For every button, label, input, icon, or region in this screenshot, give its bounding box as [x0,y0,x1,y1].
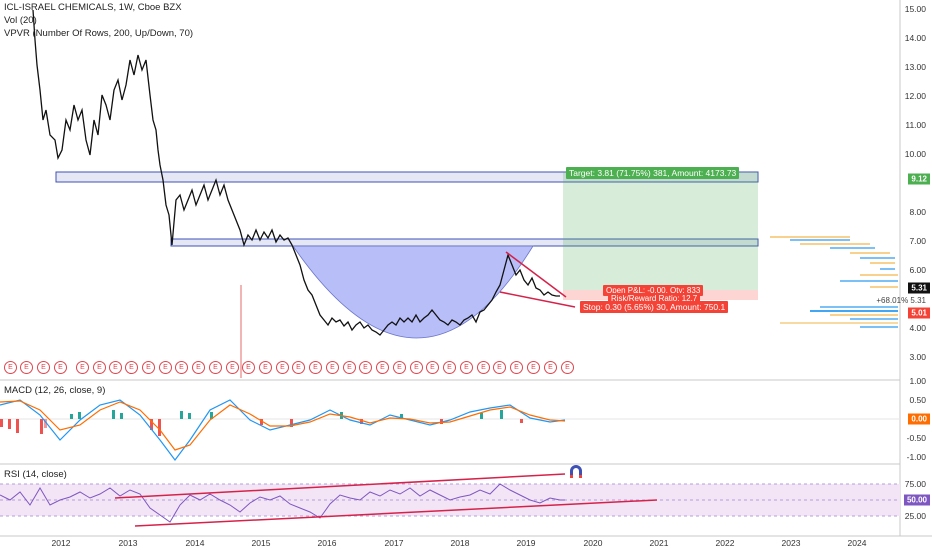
symbol-title[interactable]: ICL-ISRAEL CHEMICALS, 1W, Cboe BZX [4,2,182,13]
earnings-marker[interactable]: E [493,361,506,374]
time-tick: 2015 [251,538,271,548]
price-tick: 7.00 [909,236,926,246]
price-tick: 10.00 [904,149,926,159]
price-tick: 12.00 [904,91,926,101]
macd-indicator-label[interactable]: MACD (12, 26, close, 9) [4,385,106,396]
earnings-marker[interactable]: E [192,361,205,374]
rsi-tick: 75.00 [904,479,926,489]
earnings-marker[interactable]: E [544,361,557,374]
vpvr-indicator-label[interactable]: VPVR (Number Of Rows, 200, Up/Down, 70) [4,28,194,39]
time-tick: 2018 [450,538,470,548]
rsi-trendline-upper[interactable] [114,473,566,499]
earnings-marker[interactable]: E [410,361,423,374]
macd-signal-line [0,400,566,451]
earnings-marker[interactable]: E [209,361,222,374]
rsi-trendline-lower[interactable] [134,499,658,527]
target-price-badge: 9.12 [908,173,930,185]
time-tick: 2020 [583,538,603,548]
macd-tick: 1.00 [909,376,926,386]
price-tick: 13.00 [904,62,926,72]
magnet-icon[interactable] [567,465,585,483]
earnings-marker[interactable]: E [477,361,490,374]
earnings-marker[interactable]: E [292,361,305,374]
price-tick: 6.00 [909,265,926,275]
earnings-marker[interactable]: E [561,361,574,374]
price-tick: 15.00 [904,4,926,14]
earnings-marker[interactable]: E [226,361,239,374]
rsi-line [0,483,565,523]
macd-tick: -1.00 [906,452,926,462]
earnings-marker[interactable]: E [343,361,356,374]
time-tick: 2022 [715,538,735,548]
time-tick: 2023 [781,538,801,548]
vpvr-profile [770,236,898,328]
macd-tick: -0.50 [906,433,926,443]
time-tick: 2013 [118,538,138,548]
time-tick: 2017 [384,538,404,548]
earnings-marker[interactable]: E [376,361,389,374]
volume-indicator-label[interactable]: Vol (20) [4,15,37,26]
macd-histogram [0,410,523,436]
time-tick: 2024 [847,538,867,548]
earnings-marker[interactable]: E [175,361,188,374]
price-series [32,9,560,336]
stop-label[interactable]: Stop: 0.30 (5.65%) 30, Amount: 750.1 [580,301,729,313]
open-pnl-label[interactable]: Open P&L: -0.00, Qty: 833 [603,285,704,296]
stop-price-badge: 5.01 [908,307,930,319]
earnings-marker[interactable]: E [326,361,339,374]
earnings-marker[interactable]: E [20,361,33,374]
earnings-marker[interactable]: E [159,361,172,374]
macd-line [0,399,566,461]
earnings-marker[interactable]: E [393,361,406,374]
macd-value-badge: 0.00 [908,413,930,425]
price-tick: 11.00 [905,120,926,130]
price-tick: 14.00 [904,33,926,43]
time-tick: 2019 [516,538,536,548]
earnings-marker[interactable]: E [309,361,322,374]
earnings-marker[interactable]: E [142,361,155,374]
earnings-marker[interactable]: E [76,361,89,374]
earnings-marker[interactable]: E [359,361,372,374]
rsi-indicator-label[interactable]: RSI (14, close) [4,469,67,480]
earnings-marker[interactable]: E [37,361,50,374]
earnings-marker[interactable]: E [125,361,138,374]
earnings-marker[interactable]: E [93,361,106,374]
falling-wedge-upper[interactable] [505,251,567,298]
earnings-marker[interactable]: E [109,361,122,374]
earnings-marker[interactable]: E [4,361,17,374]
earnings-marker[interactable]: E [54,361,67,374]
price-tick: 3.00 [909,352,926,362]
macd-tick: 0.50 [909,395,926,405]
time-tick: 2014 [185,538,205,548]
price-tick: 4.00 [909,323,926,333]
rsi-tick: 25.00 [904,511,926,521]
earnings-marker[interactable]: E [460,361,473,374]
price-tick: 8.00 [909,207,926,217]
earnings-marker[interactable]: E [259,361,272,374]
target-label[interactable]: Target: 3.81 (71.75%) 381, Amount: 4173.… [566,167,740,179]
percent-change-price: 5.31 [910,296,926,305]
earnings-marker[interactable]: E [510,361,523,374]
earnings-marker[interactable]: E [527,361,540,374]
risk-reward-label[interactable]: Risk/Reward Ratio: 12.7 [608,293,701,304]
falling-wedge-lower[interactable] [499,291,576,308]
time-tick: 2016 [317,538,337,548]
earnings-marker[interactable]: E [426,361,439,374]
earnings-marker[interactable]: E [276,361,289,374]
earnings-marker[interactable]: E [443,361,456,374]
cup-pattern[interactable] [292,245,534,339]
percent-change-note: +68.01% 5.31 [876,296,926,305]
last-price-badge: 5.31 [908,282,930,294]
time-tick: 2021 [649,538,669,548]
time-tick: 2012 [51,538,71,548]
earnings-marker[interactable]: E [242,361,255,374]
position-profit-zone[interactable] [563,172,758,290]
resistance-zone-upper[interactable] [55,171,759,183]
percent-change-value: +68.01% [876,296,909,305]
rsi-value-badge: 50.00 [903,494,930,506]
